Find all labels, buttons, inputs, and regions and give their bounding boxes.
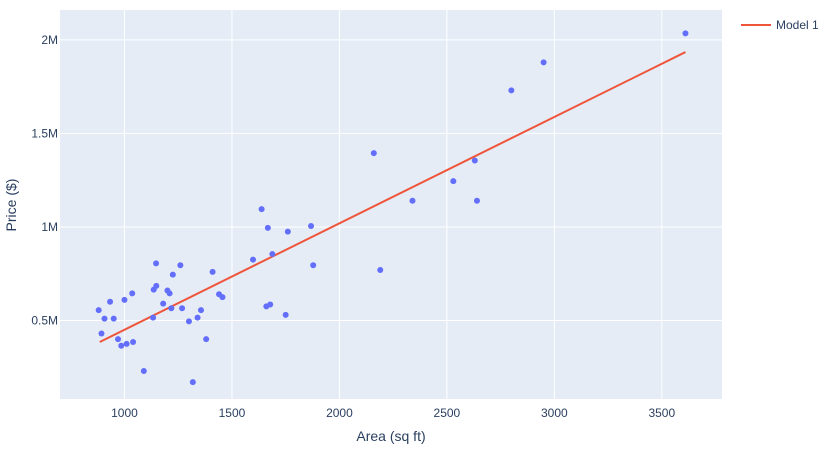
data-point: [209, 268, 216, 275]
data-point: [153, 260, 160, 267]
x-tick-label: 1000: [111, 406, 138, 420]
x-tick-label: 3500: [648, 406, 675, 420]
data-point: [473, 197, 480, 204]
data-point: [179, 305, 186, 312]
model-line-layer: [99, 51, 686, 343]
model-1-line: [99, 51, 686, 343]
data-point: [150, 314, 157, 321]
data-point: [267, 301, 274, 308]
data-point: [370, 150, 377, 157]
data-point: [160, 300, 167, 307]
data-point: [110, 315, 117, 322]
data-point: [129, 290, 136, 297]
data-point: [508, 87, 515, 94]
plot-background: [60, 10, 722, 399]
data-point: [123, 340, 130, 347]
data-point: [185, 318, 192, 325]
data-point: [101, 315, 108, 322]
data-point: [153, 282, 160, 289]
y-axis-title: Price ($): [3, 179, 19, 232]
data-point: [169, 271, 176, 278]
y-tick-label: 2M: [41, 33, 58, 47]
y-axis-ticks: 0.5M 1M 1.5M 2M: [31, 33, 58, 328]
data-point: [115, 336, 122, 343]
y-tick-label: 1M: [41, 220, 58, 234]
data-point: [377, 266, 384, 273]
data-point: [189, 379, 196, 386]
data-point: [409, 197, 416, 204]
data-point: [168, 305, 175, 312]
data-point: [682, 30, 689, 37]
data-point: [219, 294, 226, 301]
x-tick-label: 2000: [326, 406, 353, 420]
data-point: [450, 178, 457, 185]
data-point: [98, 330, 105, 337]
x-tick-label: 1500: [219, 406, 246, 420]
data-point: [250, 256, 257, 263]
data-point: [258, 206, 265, 213]
data-point: [203, 336, 210, 343]
y-tick-label: 0.5M: [31, 313, 58, 327]
data-point: [130, 338, 137, 345]
data-point: [194, 314, 201, 321]
legend[interactable]: Model 1: [741, 18, 819, 32]
scatter-points: [95, 30, 689, 386]
data-point: [197, 307, 204, 314]
data-point: [166, 290, 173, 297]
legend-label-model-1[interactable]: Model 1: [776, 18, 819, 32]
x-tick-label: 3000: [541, 406, 568, 420]
data-point: [308, 223, 315, 230]
x-axis-title: Area (sq ft): [356, 428, 425, 444]
data-point: [140, 367, 147, 374]
data-point: [264, 224, 271, 231]
data-point: [118, 342, 125, 349]
data-point: [310, 262, 317, 269]
x-axis-ticks: 1000 1500 2000 2500 3000 3500: [111, 406, 675, 420]
data-point: [121, 296, 128, 303]
grid-lines: [60, 10, 722, 399]
data-point: [471, 157, 478, 164]
data-point: [95, 307, 102, 314]
data-point: [177, 262, 184, 269]
x-tick-label: 2500: [434, 406, 461, 420]
data-point: [269, 251, 276, 258]
data-point: [107, 298, 114, 305]
data-point: [284, 228, 291, 235]
data-point: [282, 311, 289, 318]
data-point: [540, 59, 547, 66]
y-tick-label: 1.5M: [31, 126, 58, 140]
